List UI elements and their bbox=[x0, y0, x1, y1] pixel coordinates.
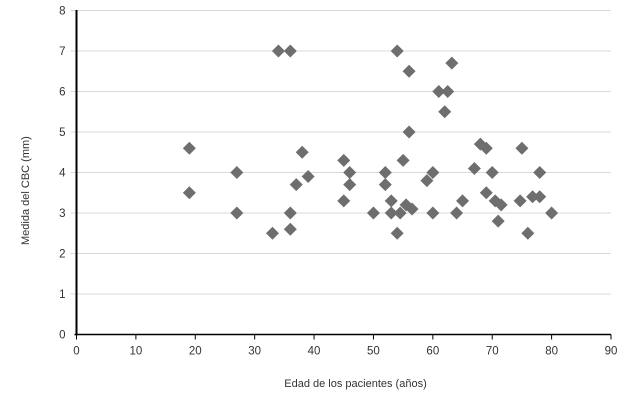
data-point-marker bbox=[289, 178, 303, 192]
data-point-marker bbox=[301, 170, 315, 184]
data-point-marker bbox=[426, 166, 440, 179]
x-tick-label: 0 bbox=[73, 346, 79, 358]
data-point-marker bbox=[515, 141, 529, 155]
data-point-marker bbox=[384, 206, 398, 220]
data-point-marker bbox=[402, 64, 416, 78]
y-tick-label: 2 bbox=[59, 249, 65, 261]
x-tick-label: 20 bbox=[189, 346, 202, 358]
data-point-marker bbox=[283, 44, 297, 58]
data-point-marker bbox=[402, 125, 416, 139]
data-point-marker bbox=[230, 206, 244, 220]
y-axis-title: Medida del CBC (mm) bbox=[20, 136, 32, 245]
data-point-marker bbox=[343, 166, 357, 179]
data-point-marker bbox=[337, 194, 351, 208]
data-point-marker bbox=[396, 153, 410, 167]
x-tick-label: 70 bbox=[486, 346, 499, 358]
data-point-marker bbox=[479, 141, 493, 155]
data-point-marker bbox=[378, 166, 392, 179]
data-point-marker bbox=[283, 222, 297, 236]
data-point-marker bbox=[182, 141, 196, 155]
data-point-marker bbox=[384, 194, 398, 208]
data-point-marker bbox=[230, 166, 244, 179]
data-point-marker bbox=[467, 161, 481, 175]
x-tick-label: 50 bbox=[367, 346, 380, 358]
data-point-marker bbox=[491, 214, 505, 228]
data-point-marker bbox=[378, 178, 392, 192]
data-point-marker bbox=[545, 206, 559, 220]
x-tick-label: 30 bbox=[248, 346, 261, 358]
data-point-marker bbox=[485, 166, 499, 179]
data-point-marker bbox=[526, 190, 540, 204]
y-tick-label: 7 bbox=[59, 46, 65, 58]
data-point-marker bbox=[393, 206, 407, 220]
data-point-marker bbox=[343, 178, 357, 192]
data-point-marker bbox=[445, 56, 459, 70]
data-point-marker bbox=[450, 206, 464, 220]
y-tick-label: 4 bbox=[59, 168, 66, 180]
data-point-marker bbox=[456, 194, 470, 208]
y-tick-label: 8 bbox=[59, 6, 65, 18]
data-point-marker bbox=[265, 226, 279, 240]
data-point-marker bbox=[432, 85, 446, 98]
x-tick-label: 60 bbox=[426, 346, 439, 358]
data-point-marker bbox=[337, 153, 351, 167]
data-point-marker bbox=[283, 206, 297, 220]
x-tick-label: 80 bbox=[545, 346, 558, 358]
data-point-marker bbox=[438, 105, 452, 119]
x-tick-label: 40 bbox=[308, 346, 321, 358]
data-point-marker bbox=[271, 44, 285, 58]
data-point-marker bbox=[513, 194, 527, 208]
y-tick-label: 0 bbox=[59, 330, 65, 342]
data-point-marker bbox=[494, 198, 508, 212]
data-point-marker bbox=[182, 186, 196, 200]
data-point-marker bbox=[521, 226, 535, 240]
data-point-marker bbox=[426, 206, 440, 220]
data-point-marker bbox=[295, 145, 309, 159]
y-tick-label: 3 bbox=[59, 208, 65, 220]
data-point-marker bbox=[479, 186, 493, 200]
data-point-marker bbox=[533, 190, 547, 204]
data-point-marker bbox=[366, 206, 380, 220]
x-axis-title: Edad de los pacientes (años) bbox=[284, 378, 427, 390]
x-tick-label: 10 bbox=[129, 346, 142, 358]
data-point-marker bbox=[533, 166, 547, 179]
data-point-marker bbox=[420, 174, 434, 188]
data-point-marker bbox=[405, 202, 419, 216]
data-point-marker bbox=[441, 85, 455, 98]
y-tick-label: 6 bbox=[59, 87, 65, 99]
y-tick-label: 1 bbox=[59, 289, 65, 301]
data-point-marker bbox=[390, 226, 404, 240]
data-point-marker bbox=[390, 44, 404, 58]
x-tick-label: 90 bbox=[605, 346, 618, 358]
y-tick-label: 5 bbox=[59, 127, 65, 139]
